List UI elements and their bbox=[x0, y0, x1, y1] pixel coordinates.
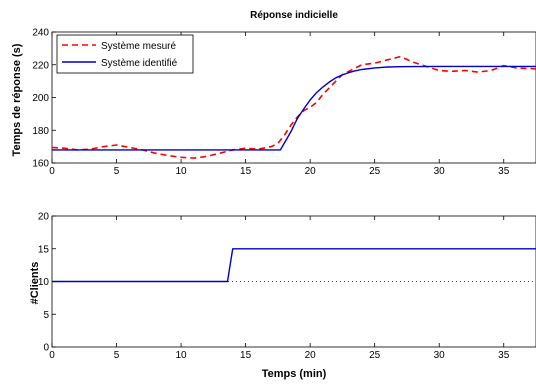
y-tick-label: 220 bbox=[32, 60, 49, 71]
plot1-x-axis-ticks: 0 5 10 15 20 25 30 35 bbox=[49, 32, 510, 177]
y-tick-label: 10 bbox=[38, 277, 50, 288]
plot2-series bbox=[52, 248, 536, 283]
x-tick-label: 30 bbox=[434, 166, 446, 177]
plot1-y-axis-ticks: 160 180 200 220 240 bbox=[32, 28, 56, 170]
x-tick-label: 0 bbox=[49, 350, 55, 361]
plot2-series-line-0 bbox=[52, 248, 536, 283]
x-tick-label: 0 bbox=[49, 166, 55, 177]
y-tick-label: 200 bbox=[32, 93, 49, 104]
y-tick-label: 240 bbox=[32, 28, 49, 39]
x-tick-label: 10 bbox=[176, 350, 188, 361]
plot2-ylabel: #Clients bbox=[29, 262, 41, 305]
y-tick-label: 0 bbox=[43, 343, 49, 354]
plot1-ylabel: Temps de réponse (s) bbox=[11, 43, 23, 156]
x-tick-label: 25 bbox=[369, 350, 381, 361]
y-tick-label: 180 bbox=[32, 126, 49, 137]
y-tick-label: 20 bbox=[38, 212, 50, 223]
clients-plot: #Clients Temps (min) 0 5 10 15 20 25 30 35 0 5 10… bbox=[29, 212, 536, 380]
x-tick-label: 5 bbox=[114, 350, 120, 361]
x-tick-label: 5 bbox=[114, 166, 120, 177]
x-tick-label: 15 bbox=[240, 350, 252, 361]
plot1-series bbox=[51, 55, 536, 159]
legend: Système mesuré Système identifié bbox=[56, 34, 194, 74]
response-plot: Réponse indicielle Temps de réponse (s) … bbox=[11, 10, 536, 177]
x-tick-label: 20 bbox=[305, 166, 317, 177]
x-tick-label: 20 bbox=[305, 350, 317, 361]
legend-box bbox=[56, 34, 194, 74]
x-tick-label: 30 bbox=[434, 350, 446, 361]
y-tick-label: 15 bbox=[38, 244, 50, 255]
x-tick-label: 15 bbox=[240, 166, 252, 177]
x-tick-label: 10 bbox=[176, 166, 188, 177]
plot2-xlabel: Temps (min) bbox=[262, 368, 327, 380]
plot2-x-axis-ticks: 0 5 10 15 20 25 30 35 bbox=[49, 216, 510, 361]
legend-label-identified: Système identifié bbox=[101, 58, 178, 69]
x-tick-label: 25 bbox=[369, 166, 381, 177]
x-tick-label: 35 bbox=[498, 166, 510, 177]
legend-label-measured: Système mesuré bbox=[101, 41, 176, 52]
plot1-series-line-0 bbox=[51, 55, 536, 159]
y-tick-label: 160 bbox=[32, 159, 49, 170]
y-tick-label: 5 bbox=[43, 310, 49, 321]
plot1-series-line-1 bbox=[52, 65, 536, 151]
plot1-title: Réponse indicielle bbox=[250, 10, 338, 21]
x-tick-label: 35 bbox=[498, 350, 510, 361]
